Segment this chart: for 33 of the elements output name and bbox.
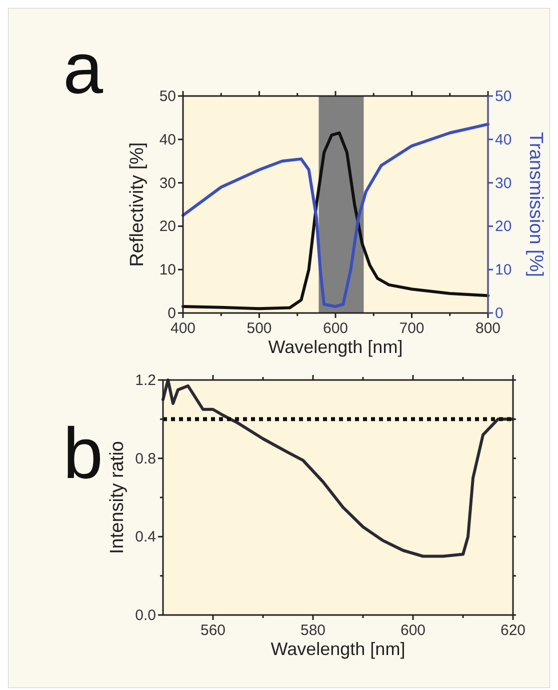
line-series bbox=[162, 378, 514, 558]
y-tick-label: 20 bbox=[159, 218, 176, 236]
text: b bbox=[63, 414, 104, 494]
x-tick-label: 560 bbox=[200, 622, 226, 639]
y-tick-label: 0.8 bbox=[135, 450, 156, 468]
y2-tick-label: 30 bbox=[495, 174, 512, 192]
x-tick-label: 600 bbox=[400, 622, 426, 639]
x-tick-label: 700 bbox=[399, 320, 424, 337]
y2-tick-label: 0 bbox=[495, 305, 504, 322]
y-tick-label: 40 bbox=[159, 131, 176, 148]
x-tick-label: 580 bbox=[300, 622, 326, 639]
y2-tick-label: 40 bbox=[495, 131, 512, 148]
y-axis-title: Reflectivity [%] bbox=[127, 142, 148, 267]
y-tick-label: 0.0 bbox=[135, 607, 156, 624]
y-tick-label: 10 bbox=[159, 262, 176, 279]
y-tick-label: 0.4 bbox=[135, 528, 156, 546]
y-tick-label: 1.2 bbox=[135, 372, 156, 389]
x-tick-label: 400 bbox=[170, 320, 196, 337]
y-tick-label: 30 bbox=[159, 174, 176, 192]
x-tick-label: 600 bbox=[322, 320, 348, 337]
y2-tick-label: 10 bbox=[495, 262, 512, 279]
x-tick-label: 800 bbox=[475, 320, 501, 337]
y2-tick-label: 20 bbox=[495, 218, 512, 236]
y-axis-title: Intensity ratio bbox=[107, 441, 128, 554]
x-axis-title: Wavelength [nm] bbox=[270, 639, 406, 659]
y-tick-label: 0 bbox=[168, 305, 176, 322]
y2-tick-label: 50 bbox=[495, 88, 512, 105]
x-tick-label: 620 bbox=[500, 622, 526, 639]
text: a bbox=[63, 29, 104, 109]
x-tick-label: 500 bbox=[246, 320, 272, 337]
y-tick-label: 50 bbox=[159, 88, 176, 105]
y2-axis-title: Transmission [%] bbox=[525, 132, 546, 277]
x-axis-title: Wavelength [nm] bbox=[268, 337, 403, 357]
